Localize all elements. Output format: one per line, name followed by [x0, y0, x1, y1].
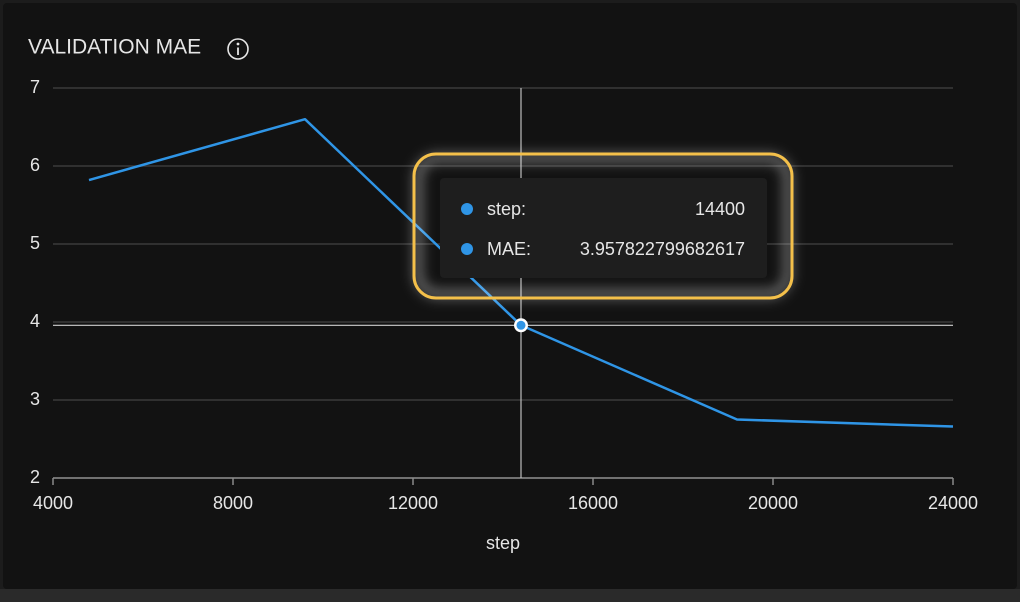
tooltip-dot: [461, 203, 473, 215]
y-tick-label: 7: [30, 77, 40, 97]
x-axis-label: step: [486, 533, 520, 553]
x-tick-label: 12000: [388, 493, 438, 513]
tooltip-y-label: MAE:: [487, 239, 531, 259]
y-tick-label: 6: [30, 155, 40, 175]
x-tick-label: 24000: [928, 493, 978, 513]
tooltip-dot: [461, 243, 473, 255]
x-tick-label: 8000: [213, 493, 253, 513]
chart-title: VALIDATION MAE: [28, 36, 201, 59]
tooltip: step: 14400 MAE: 3.957822799682617: [412, 152, 794, 300]
y-tick-label: 5: [30, 233, 40, 253]
tooltip-y-value: 3.957822799682617: [580, 239, 745, 259]
info-icon[interactable]: [227, 38, 249, 60]
y-tick-label: 3: [30, 389, 40, 409]
tooltip-glow: [413, 153, 793, 299]
x-tick-label: 20000: [748, 493, 798, 513]
x-tick-label: 4000: [33, 493, 73, 513]
y-tick-label: 4: [30, 311, 40, 331]
x-tick-label: 16000: [568, 493, 618, 513]
highlight-box: [412, 152, 794, 300]
bottom-strip: [0, 589, 1020, 602]
tooltip-x-value: 14400: [695, 199, 745, 219]
tooltip-x-label: step:: [487, 199, 526, 219]
y-tick-label: 2: [30, 467, 40, 487]
tooltip-box: [440, 178, 767, 278]
hover-marker-core: [516, 320, 526, 330]
